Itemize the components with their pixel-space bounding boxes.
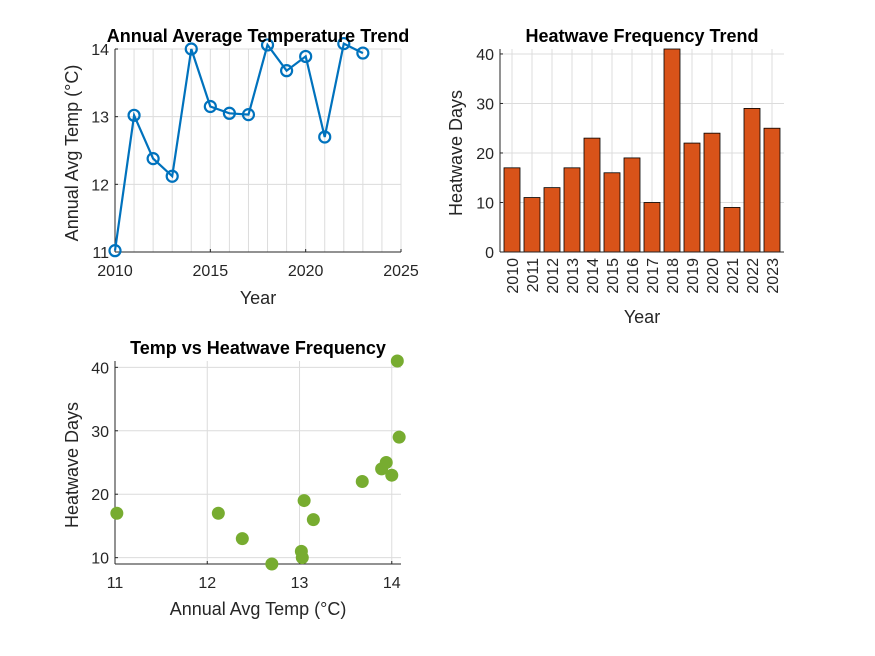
scatter-chart-xlabel: Annual Avg Temp (°C) <box>170 599 347 619</box>
line-chart-xlabel: Year <box>240 288 276 308</box>
y-tick-label: 10 <box>91 551 109 568</box>
x-tick-label: 2019 <box>685 258 702 294</box>
data-point-marker <box>356 46 370 60</box>
x-tick-label: 2014 <box>585 258 602 294</box>
scatter-point <box>306 513 320 527</box>
x-tick-label: 13 <box>291 575 309 592</box>
x-tick-label: 2020 <box>705 258 722 294</box>
bar-2012 <box>543 187 561 253</box>
data-point-marker <box>280 64 294 78</box>
x-tick-label: 14 <box>383 575 401 592</box>
y-tick-label: 30 <box>476 96 494 113</box>
data-point-marker <box>241 108 256 122</box>
x-tick-label: 2013 <box>565 258 582 294</box>
x-tick-label: 2012 <box>545 258 562 294</box>
y-tick-label: 0 <box>485 245 494 262</box>
x-tick-label: 2018 <box>665 258 682 294</box>
x-tick-label: 2015 <box>605 258 622 294</box>
scatter-chart-ylabel: Heatwave Days <box>62 402 82 528</box>
line-chart-ylabel: Annual Avg Temp (°C) <box>62 65 82 242</box>
x-tick-label: 2010 <box>97 263 133 280</box>
scatter-point <box>385 468 399 482</box>
bar-chart-title: Heatwave Frequency Trend <box>525 26 758 46</box>
y-tick-label: 20 <box>91 487 109 504</box>
x-tick-label: 2016 <box>625 258 642 294</box>
bar-2016 <box>623 157 641 253</box>
scatter-point <box>211 506 225 520</box>
bar-chart-ylabel: Heatwave Days <box>446 90 466 216</box>
data-point-marker <box>299 49 313 64</box>
y-tick-label: 40 <box>91 360 109 377</box>
data-point-marker <box>260 38 275 52</box>
line-chart-temperature: 2010 2015 2020 2025 11 12 13 14 Annual Average… <box>62 26 419 308</box>
y-tick-label: 14 <box>91 42 109 59</box>
y-tick-label: 12 <box>91 177 109 194</box>
scatter-chart-title: Temp vs Heatwave Frequency <box>130 338 386 358</box>
data-point-marker <box>203 99 217 114</box>
y-tick-label: 10 <box>476 195 494 212</box>
y-tick-label: 20 <box>476 146 494 163</box>
scatter-point <box>265 557 279 571</box>
bar-2017 <box>643 202 661 253</box>
scatter-point <box>235 532 249 546</box>
scatter-point <box>355 475 369 489</box>
x-tick-label: 2017 <box>645 258 662 294</box>
data-point-marker <box>127 108 141 122</box>
bar-chart-heatwave: 2010 2011 2012 2013 2014 2015 2016 2017 2018 2019… <box>446 26 784 327</box>
line-chart-title: Annual Average Temperature Trend <box>107 26 409 46</box>
x-tick-label: 2010 <box>505 258 522 294</box>
bar-2019 <box>683 142 701 253</box>
data-point-marker <box>184 42 198 56</box>
scatter-point <box>390 354 404 368</box>
scatter-point <box>297 494 311 508</box>
x-tick-label: 2020 <box>288 263 324 280</box>
bar-2020 <box>703 132 721 253</box>
x-tick-label: 2022 <box>745 258 762 294</box>
data-point-marker <box>318 130 332 144</box>
y-tick-label: 30 <box>91 424 109 441</box>
bar-2013 <box>563 167 581 253</box>
y-tick-label: 40 <box>476 47 494 64</box>
bar-2015 <box>603 172 621 253</box>
data-point-marker <box>165 169 179 183</box>
y-tick-label: 13 <box>91 110 109 127</box>
bar-2023 <box>763 127 781 253</box>
data-point-marker <box>222 106 236 120</box>
x-tick-label: 2011 <box>525 258 542 293</box>
x-tick-label: 2021 <box>725 258 742 294</box>
data-point-marker <box>146 152 160 166</box>
scatter-point <box>379 456 393 469</box>
scatter-point <box>110 506 124 520</box>
y-tick-label: 11 <box>92 245 109 262</box>
x-tick-label: 2015 <box>193 263 229 280</box>
bar-2021 <box>723 207 741 253</box>
bar-chart-xlabel: Year <box>624 307 660 327</box>
data-point-marker <box>337 36 351 51</box>
scatter-chart-temp-vs-heatwave: 11 12 13 14 10 20 30 40 Temp vs Heatwave Frequ… <box>62 338 406 619</box>
series-line <box>113 41 364 251</box>
bar-2018 <box>663 48 681 253</box>
bar-2010 <box>503 167 521 253</box>
x-tick-label: 12 <box>198 575 216 592</box>
scatter-point <box>392 430 406 444</box>
bar-2022 <box>743 108 761 253</box>
bar-2011 <box>523 197 541 253</box>
scatter-point <box>295 551 309 565</box>
x-tick-label: 2023 <box>765 258 782 294</box>
x-tick-label: 2025 <box>383 263 419 280</box>
bar-2014 <box>583 137 601 253</box>
x-tick-label: 11 <box>107 575 124 592</box>
data-point-marker <box>108 244 122 258</box>
